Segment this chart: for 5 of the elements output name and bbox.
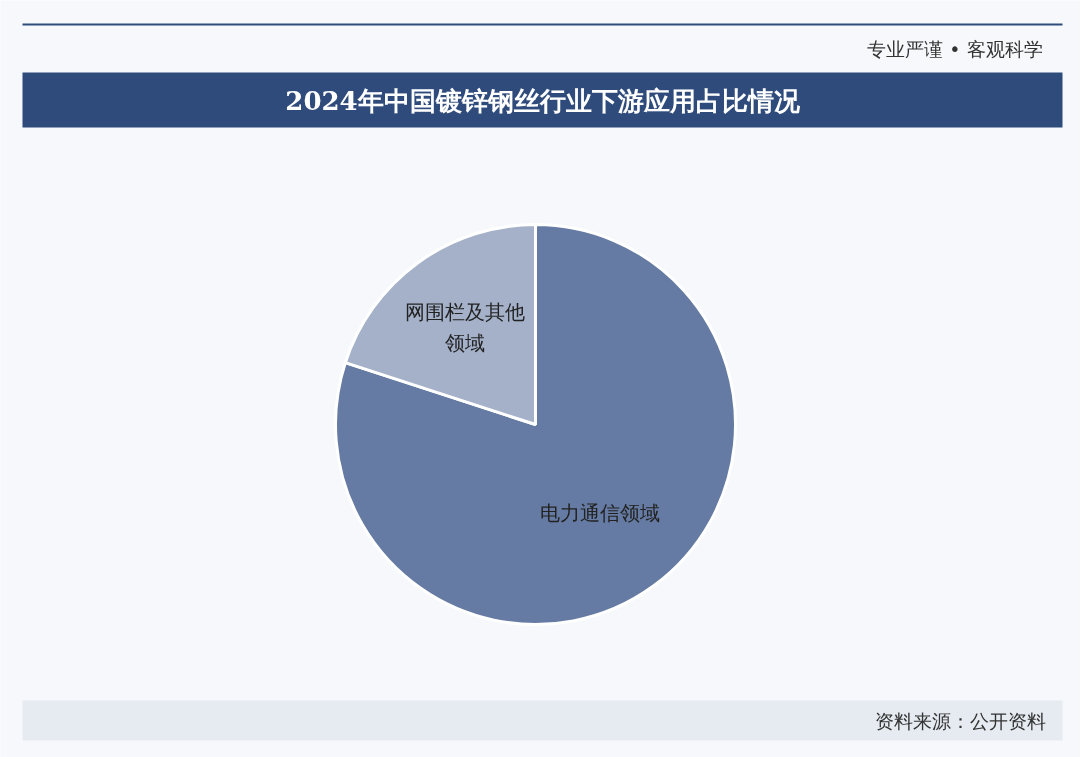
slice-label: 电力通信领域 bbox=[540, 501, 661, 526]
text: 专业严谨 • 客观科学 bbox=[867, 37, 1043, 60]
slice-label: 网围栏及其他领域 bbox=[404, 299, 525, 356]
chart-title: 2024年中国镀锌钢丝行业下游应用占比情况 bbox=[285, 85, 801, 116]
text: 资料来源：公开资料 bbox=[874, 709, 1046, 732]
